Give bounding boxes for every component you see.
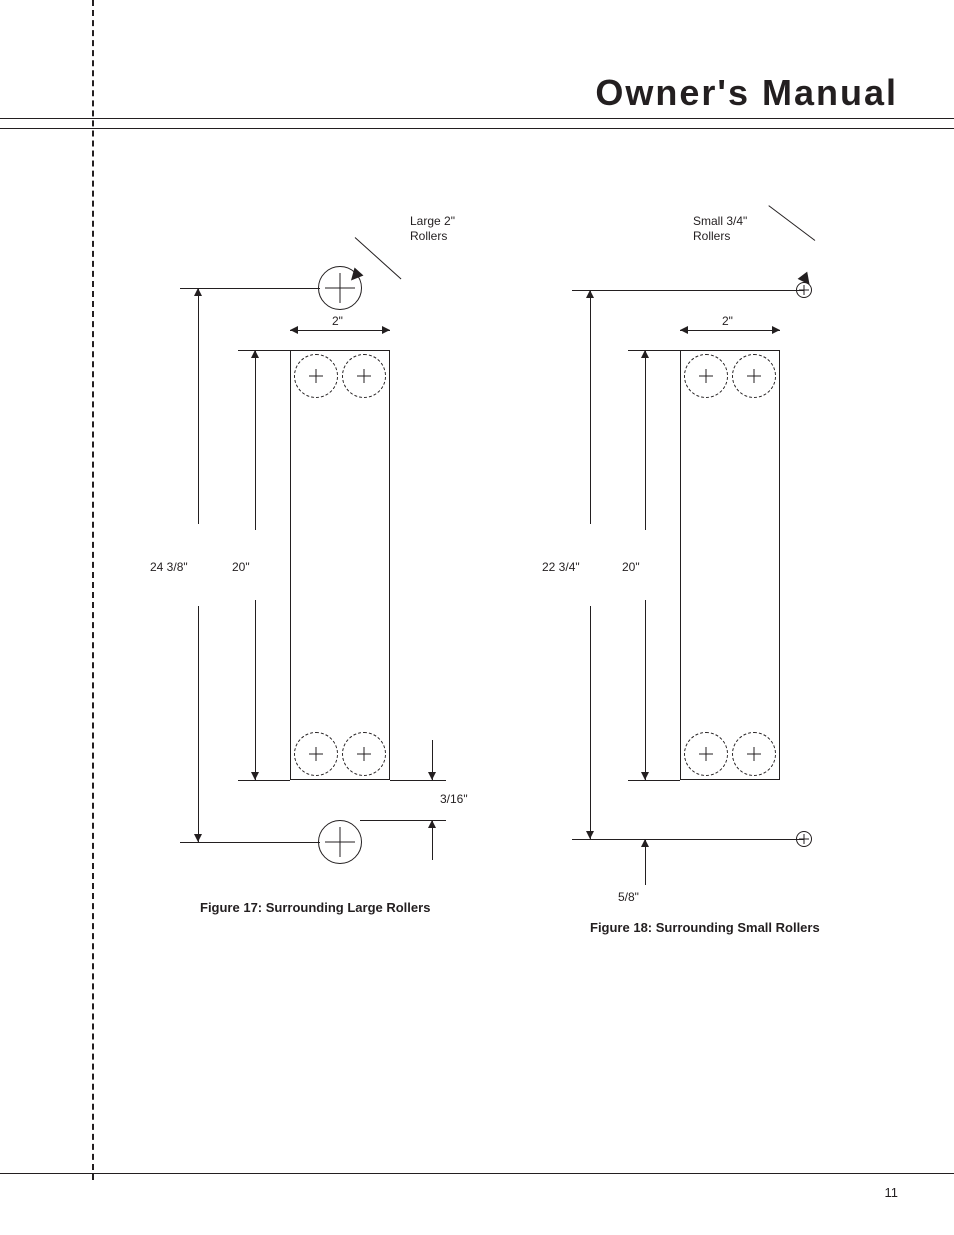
fig-left-gap-arr-u <box>428 772 436 780</box>
fig-left-inner-ext1 <box>238 350 290 351</box>
fig-left-outer-dim-top <box>198 288 199 524</box>
fig-right-outer-arr-u <box>586 290 594 298</box>
fig-left-caster-bl-center <box>309 747 323 761</box>
fig-left-outer-dim-bot <box>198 606 199 842</box>
header-rule-lower <box>0 128 954 129</box>
fig-right-width-arr-l <box>680 326 688 334</box>
fig-left-outer-ext2 <box>180 842 320 843</box>
fig-right-caster-tl-center <box>699 369 713 383</box>
fig-right-pointer-label: Small 3/4" Rollers <box>693 214 747 244</box>
fig-right-outer-ext1 <box>572 290 804 291</box>
footer-rule <box>0 1173 954 1174</box>
fig-right-width-dim-line <box>680 330 780 331</box>
fig-left-caster-tl-center <box>309 369 323 383</box>
fig-left-outer-arr-d <box>194 834 202 842</box>
fig-left-inner-dim-bot <box>255 600 256 780</box>
fig-right-caster-bl-center <box>699 747 713 761</box>
fig-right-width-label: 2" <box>722 314 733 329</box>
fig-left-width-dim-line <box>290 330 390 331</box>
fig-right-outer-arr-d <box>586 831 594 839</box>
page-title: Owner's Manual <box>595 72 898 114</box>
fig-left-inner-arr-d <box>251 772 259 780</box>
fig-left-gap-label: 3/16" <box>440 792 468 807</box>
fig-left-caster-tr-center <box>357 369 371 383</box>
fig-right-caster-tr-center <box>747 369 761 383</box>
fig-left-inner-dim-top <box>255 350 256 530</box>
fig-left-caption: Figure 17: Surrounding Large Rollers <box>200 900 430 915</box>
fig-right-outer-dim-bot <box>590 606 591 839</box>
fig-left-pointer-label: Large 2" Rollers <box>410 214 455 244</box>
fig-left-width-arr-r <box>382 326 390 334</box>
fig-right-inner-arr-u <box>641 350 649 358</box>
fig-right-inner-ext2 <box>628 780 680 781</box>
fig-right-caster-br-center <box>747 747 761 761</box>
fig-left-large-roller-bottom <box>318 820 362 864</box>
fig-right-frame <box>680 350 780 780</box>
fig-right-inner-dim-top <box>645 350 646 530</box>
fig-left-gap-ext-top <box>390 780 446 781</box>
fig-right-inner-ext1 <box>628 350 680 351</box>
fig-right-outer-ext2 <box>572 839 804 840</box>
fig-right-width-arr-r <box>772 326 780 334</box>
fig-right-pointer-line <box>768 205 815 241</box>
fig-left-inner-arr-u <box>251 350 259 358</box>
fig-left-outer-label: 24 3/8" <box>150 560 188 575</box>
fig-right-inner-label: 20" <box>622 560 640 575</box>
fig-left-outer-arr-u <box>194 288 202 296</box>
fig-left-gap-arr-d <box>428 820 436 828</box>
fig-right-inner-dim-bot <box>645 600 646 780</box>
fig-right-caption: Figure 18: Surrounding Small Rollers <box>590 920 820 935</box>
fig-left-width-arr-l <box>290 326 298 334</box>
fig-right-gap-label: 5/8" <box>618 890 639 905</box>
fig-left-inner-label: 20" <box>232 560 250 575</box>
header-rule-upper <box>0 118 954 119</box>
page-number: 11 <box>885 1185 899 1200</box>
fig-left-frame <box>290 350 390 780</box>
fig-right-gap-arr <box>641 839 649 847</box>
page-vertical-dash <box>92 0 94 1180</box>
fig-right-outer-label: 22 3/4" <box>542 560 580 575</box>
fig-left-inner-ext2 <box>238 780 290 781</box>
fig-right-inner-arr-d <box>641 772 649 780</box>
fig-left-width-label: 2" <box>332 314 343 329</box>
fig-left-caster-br-center <box>357 747 371 761</box>
fig-right-outer-dim-top <box>590 290 591 524</box>
